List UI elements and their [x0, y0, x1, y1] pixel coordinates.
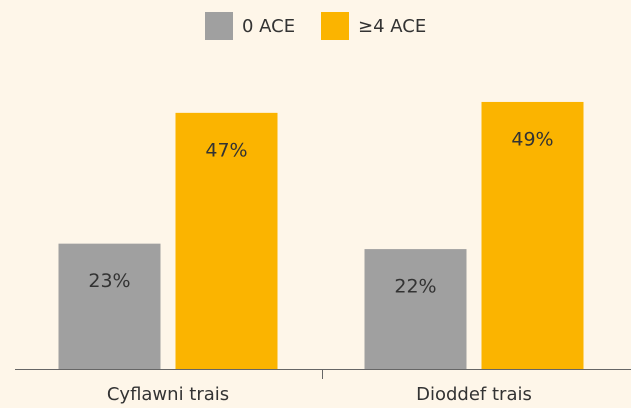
- value-label: 23%: [88, 270, 130, 292]
- value-label: 47%: [205, 139, 247, 161]
- legend-label: ≥4 ACE: [358, 16, 426, 37]
- bar: [481, 101, 584, 369]
- value-label: 22%: [394, 276, 436, 298]
- bar: [58, 243, 161, 369]
- bar: [175, 112, 278, 369]
- legend-swatch: [321, 12, 349, 40]
- x-tick-label: Cyflawni trais: [107, 384, 229, 405]
- value-label: 49%: [511, 128, 553, 150]
- x-tick-label: Dioddef trais: [416, 384, 532, 405]
- legend-label: 0 ACE: [242, 16, 295, 37]
- bar: [364, 249, 467, 369]
- legend-swatch: [205, 12, 233, 40]
